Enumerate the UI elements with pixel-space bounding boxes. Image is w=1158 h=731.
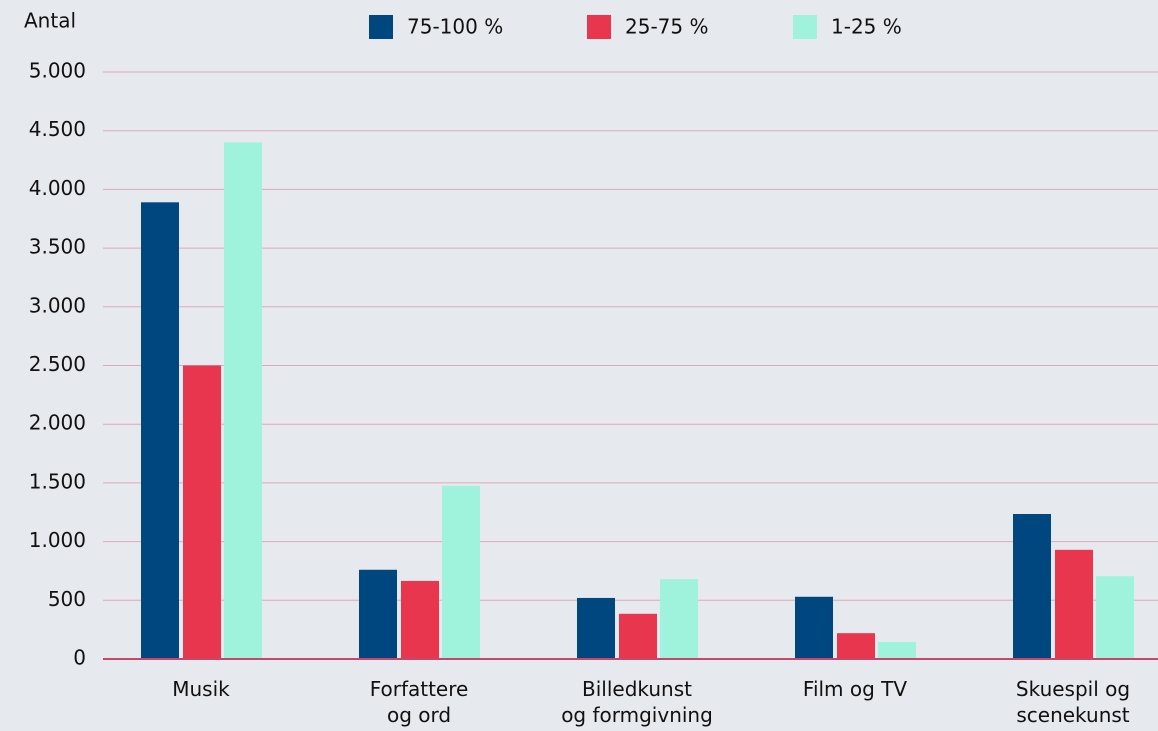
- legend-swatch: [369, 15, 393, 39]
- legend-swatch: [587, 15, 611, 39]
- legend-label: 1-25 %: [831, 15, 902, 39]
- bar: [577, 597, 615, 659]
- y-tick-label: 1.500: [29, 469, 86, 493]
- bar: [1013, 514, 1051, 659]
- legend-label: 75-100 %: [407, 15, 503, 39]
- y-axis-label: Antal: [24, 9, 76, 33]
- bar: [795, 596, 833, 659]
- bar: [401, 580, 439, 659]
- bar: [660, 579, 698, 659]
- bar: [141, 202, 179, 659]
- bar: [837, 633, 875, 659]
- y-tick-label: 4.500: [29, 117, 86, 141]
- x-tick-label: Musik: [172, 677, 230, 701]
- y-tick-label: 3.500: [29, 235, 86, 259]
- y-tick-label: 500: [48, 587, 86, 611]
- y-tick-label: 4.000: [29, 176, 86, 200]
- x-tick-label: Film og TV: [802, 677, 908, 701]
- bar: [224, 142, 262, 659]
- y-tick-label: 2.500: [29, 352, 86, 376]
- legend-label: 25-75 %: [625, 15, 708, 39]
- y-tick-label: 1.000: [29, 528, 86, 552]
- bar: [1096, 576, 1134, 659]
- y-tick-label: 3.000: [29, 293, 86, 317]
- bar: [619, 613, 657, 659]
- bar: [183, 365, 221, 659]
- bar: [442, 485, 480, 659]
- bar: [878, 641, 916, 659]
- bar: [359, 569, 397, 659]
- bar: [1055, 549, 1093, 659]
- legend-swatch: [793, 15, 817, 39]
- x-tick-label: Billedkunst og formgivning: [561, 677, 713, 727]
- x-tick-label: Forfattere og ord: [369, 677, 469, 727]
- y-tick-label: 2.000: [29, 411, 86, 435]
- y-tick-label: 0: [73, 646, 86, 670]
- x-tick-label: Skuespil og scenekunst: [1015, 677, 1131, 727]
- y-tick-label: 5.000: [29, 59, 86, 83]
